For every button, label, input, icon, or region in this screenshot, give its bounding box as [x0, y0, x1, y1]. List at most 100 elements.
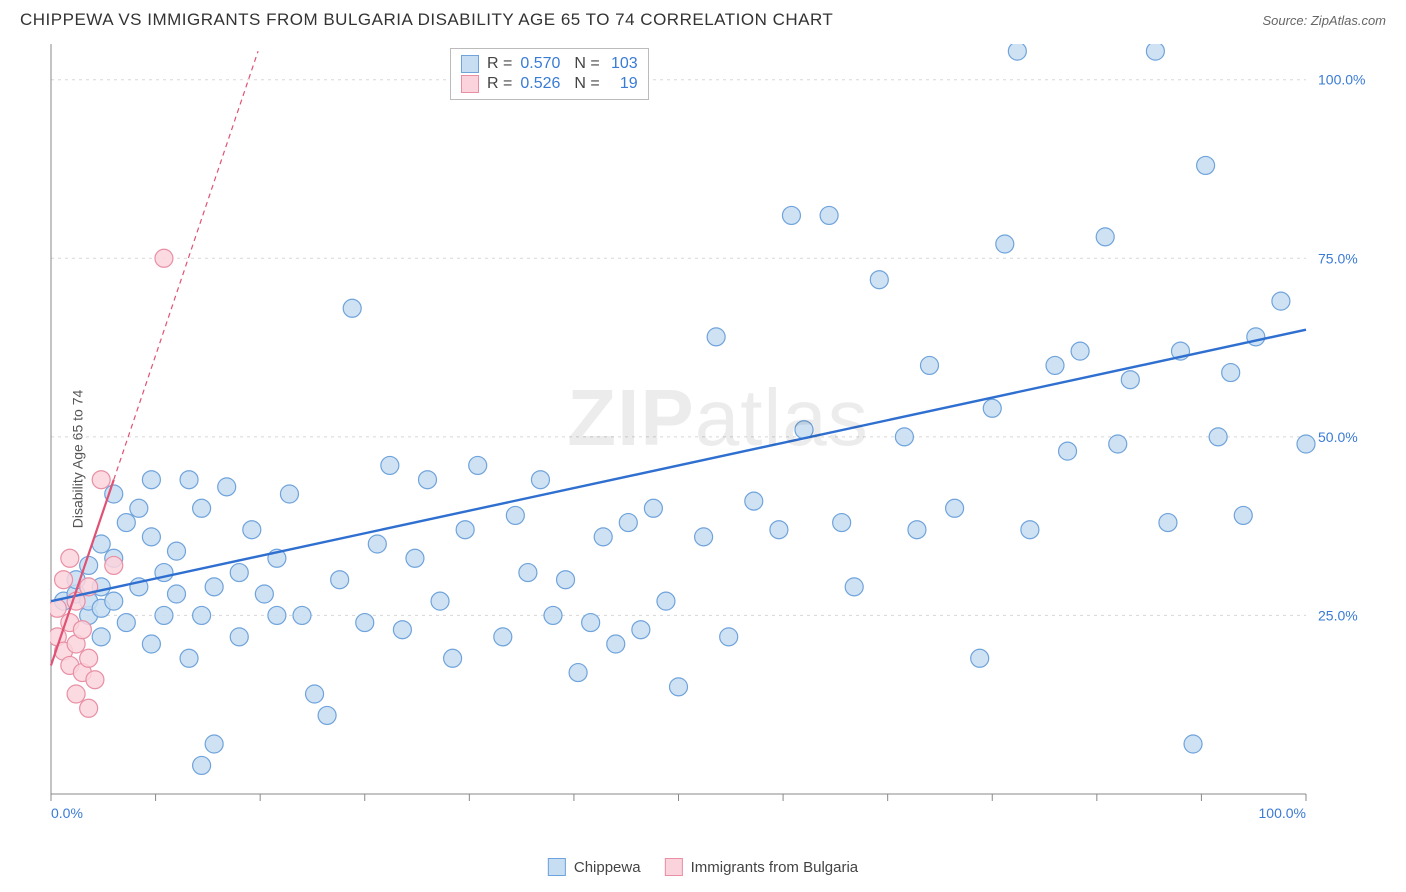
data-point: [695, 528, 713, 546]
data-point: [193, 756, 211, 774]
data-point: [431, 592, 449, 610]
data-point: [895, 428, 913, 446]
data-point: [142, 528, 160, 546]
chart-title: CHIPPEWA VS IMMIGRANTS FROM BULGARIA DIS…: [20, 10, 833, 30]
series-swatch: [461, 55, 479, 73]
data-point: [406, 549, 424, 567]
data-point: [1059, 442, 1077, 460]
data-point: [80, 649, 98, 667]
data-point: [218, 478, 236, 496]
data-point: [80, 699, 98, 717]
data-point: [419, 471, 437, 489]
data-point: [569, 664, 587, 682]
data-point: [494, 628, 512, 646]
n-value: 103: [608, 55, 638, 73]
data-point: [55, 571, 73, 589]
regression-extension: [114, 51, 258, 480]
data-point: [770, 521, 788, 539]
data-point: [230, 564, 248, 582]
data-point: [519, 564, 537, 582]
data-point: [1109, 435, 1127, 453]
r-label: R =: [487, 75, 512, 93]
data-point: [745, 492, 763, 510]
data-point: [105, 592, 123, 610]
data-point: [971, 649, 989, 667]
data-point: [142, 635, 160, 653]
plot-area: 25.0%50.0%75.0%100.0%0.0%100.0% ZIPatlas…: [50, 44, 1386, 824]
data-point: [1096, 228, 1114, 246]
scatter-chart: 25.0%50.0%75.0%100.0%0.0%100.0%: [50, 44, 1386, 824]
data-point: [1297, 435, 1315, 453]
data-point: [280, 485, 298, 503]
data-point: [607, 635, 625, 653]
y-tick-label: 50.0%: [1318, 429, 1358, 445]
data-point: [469, 456, 487, 474]
data-point: [243, 521, 261, 539]
data-point: [557, 571, 575, 589]
data-point: [1046, 356, 1064, 374]
data-point: [1071, 342, 1089, 360]
data-point: [644, 499, 662, 517]
x-tick-label: 100.0%: [1259, 805, 1306, 821]
y-tick-label: 100.0%: [1318, 72, 1365, 88]
data-point: [707, 328, 725, 346]
r-value: 0.570: [520, 55, 566, 73]
data-point: [393, 621, 411, 639]
data-point: [318, 706, 336, 724]
data-point: [155, 249, 173, 267]
data-point: [1159, 514, 1177, 532]
regression-line: [51, 330, 1306, 601]
n-label: N =: [574, 75, 599, 93]
data-point: [343, 299, 361, 317]
data-point: [670, 678, 688, 696]
data-point: [444, 649, 462, 667]
data-point: [594, 528, 612, 546]
data-point: [833, 514, 851, 532]
data-point: [268, 606, 286, 624]
data-point: [1021, 521, 1039, 539]
legend: ChippewaImmigrants from Bulgaria: [548, 858, 858, 876]
data-point: [180, 471, 198, 489]
data-point: [92, 628, 110, 646]
data-point: [306, 685, 324, 703]
legend-item: Chippewa: [548, 858, 641, 876]
data-point: [1008, 44, 1026, 60]
stat-row: R =0.570N =103: [461, 55, 638, 73]
data-point: [293, 606, 311, 624]
data-point: [193, 606, 211, 624]
data-point: [180, 649, 198, 667]
data-point: [632, 621, 650, 639]
y-tick-label: 25.0%: [1318, 607, 1358, 623]
data-point: [1197, 156, 1215, 174]
data-point: [1222, 364, 1240, 382]
r-label: R =: [487, 55, 512, 73]
data-point: [368, 535, 386, 553]
data-point: [86, 671, 104, 689]
data-point: [105, 556, 123, 574]
data-point: [205, 735, 223, 753]
data-point: [1209, 428, 1227, 446]
data-point: [117, 614, 135, 632]
source-attribution: Source: ZipAtlas.com: [1262, 13, 1386, 28]
data-point: [996, 235, 1014, 253]
data-point: [782, 206, 800, 224]
data-point: [73, 621, 91, 639]
data-point: [255, 585, 273, 603]
data-point: [946, 499, 964, 517]
chart-container: Disability Age 65 to 74 25.0%50.0%75.0%1…: [0, 34, 1406, 884]
data-point: [582, 614, 600, 632]
data-point: [870, 271, 888, 289]
data-point: [331, 571, 349, 589]
n-value: 19: [608, 75, 638, 93]
data-point: [1146, 44, 1164, 60]
series-swatch: [461, 75, 479, 93]
data-point: [205, 578, 223, 596]
legend-swatch: [548, 858, 566, 876]
data-point: [908, 521, 926, 539]
legend-label: Chippewa: [574, 859, 641, 876]
data-point: [381, 456, 399, 474]
legend-swatch: [665, 858, 683, 876]
r-value: 0.526: [520, 75, 566, 93]
data-point: [983, 399, 1001, 417]
data-point: [168, 542, 186, 560]
